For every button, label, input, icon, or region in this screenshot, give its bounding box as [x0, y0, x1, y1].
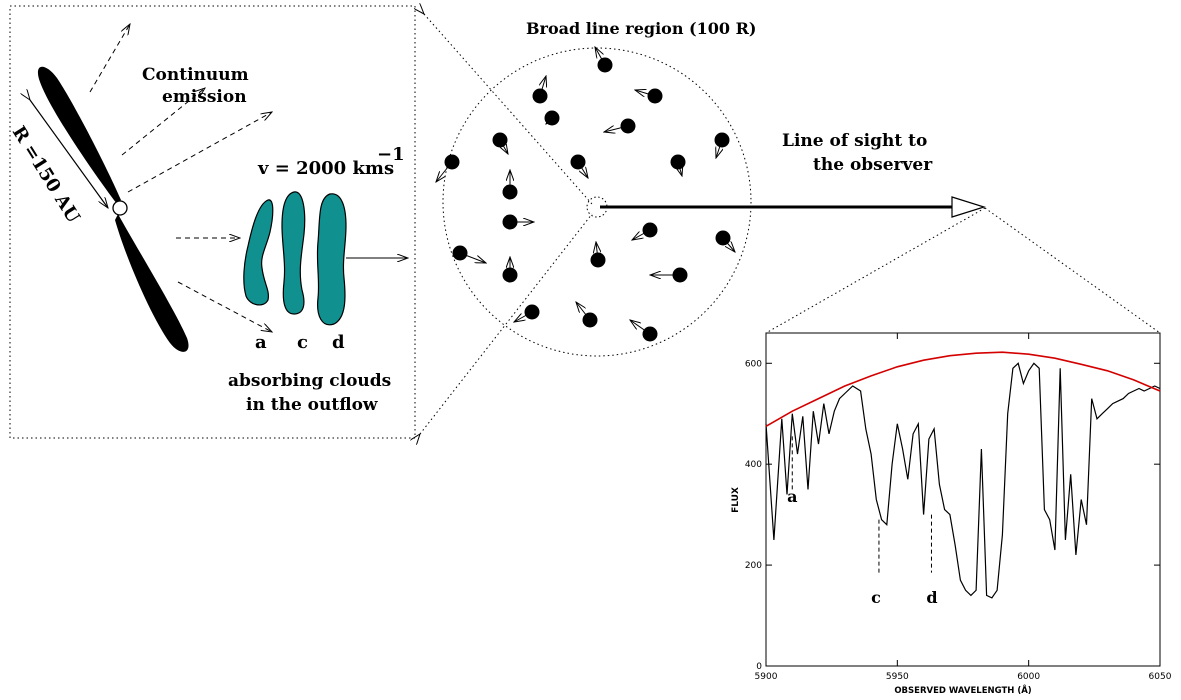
zoom-line-spectrum-right — [984, 207, 1161, 334]
continuum-fit-line — [765, 351, 1161, 427]
y-tick-label: 200 — [745, 561, 762, 571]
absorbing-label-line2: in the outflow — [246, 395, 378, 415]
absorbing-clouds — [243, 191, 347, 326]
x-tick-label: 6050 — [1149, 672, 1172, 682]
chart-axis-ticks: 5900 5950 6000 6050 0 200 400 600 — [745, 333, 1172, 682]
blr-cloud-velocity-arrow — [630, 320, 651, 335]
blr-cloud-velocity-arrow — [716, 139, 722, 158]
disk-lobe-lower — [115, 214, 189, 352]
continuum-label-line2: emission — [162, 87, 247, 107]
blr-cloud-velocity-arrow — [678, 161, 682, 176]
spectrum-chart: 5900 5950 6000 6050 0 200 400 600 a c d OBSERVED … — [731, 332, 1172, 696]
zoom-line-spectrum-left — [765, 207, 986, 334]
continuum-arrow — [127, 112, 272, 193]
y-tick-label: 400 — [745, 460, 762, 470]
zoom-line-bottom — [420, 213, 593, 434]
absorbing-label-line1: absorbing clouds — [228, 371, 391, 391]
blr-cloud-velocity-arrow — [500, 139, 508, 154]
blr-cloud-velocity-arrow — [546, 118, 552, 124]
blr-cloud-velocity-arrow — [576, 302, 591, 321]
outflow-panel-frame — [9, 5, 416, 439]
sight-label-line2: the observer — [813, 155, 933, 175]
velocity-label: v = 2000 kms — [257, 158, 394, 179]
central-source — [112, 200, 128, 216]
velocity-exponent: −1 — [377, 144, 405, 165]
zoom-connectors — [420, 14, 1161, 434]
chart-annotations: a c d — [787, 436, 938, 607]
blr-label: Broad line region (100 R) — [526, 19, 756, 38]
x-axis-label: OBSERVED WAVELENGTH (Å) — [894, 685, 1031, 696]
blr-cloud-velocity-arrow — [722, 237, 735, 252]
continuum-arrow — [89, 24, 130, 93]
blr-cloud-velocity-arrow — [595, 47, 606, 66]
x-tick-label: 5900 — [755, 672, 778, 682]
spectrum-series-line — [765, 362, 1161, 599]
cloud-d — [316, 193, 347, 326]
blr-cloud-velocity-arrow — [596, 242, 598, 261]
absorption-marker-label: c — [871, 588, 881, 607]
cloud-letter-a: a — [255, 332, 267, 353]
zoom-line-top — [424, 14, 593, 205]
blr-boundary — [442, 47, 752, 357]
blr-cloud-velocity-arrow — [604, 126, 629, 132]
blr-cloud-velocity-arrow — [540, 76, 546, 97]
blr-cloud-velocity-arrow — [514, 311, 533, 322]
y-tick-label: 600 — [745, 359, 762, 369]
chart-frame — [765, 332, 1161, 667]
radius-arrow — [30, 100, 108, 208]
line-of-sight-arrowhead — [951, 196, 987, 218]
cloud-a — [243, 199, 274, 306]
blr-cloud-velocity-arrow — [459, 252, 486, 263]
blr-cloud-velocity-arrow — [577, 161, 588, 178]
cloud-letter-c: c — [297, 332, 308, 353]
outflow-panel: R =150 AU Continuum emission v = 2000 km… — [8, 5, 416, 439]
cloud-c — [281, 191, 306, 315]
y-tick-label: 0 — [756, 662, 762, 672]
blr-cloud-velocity-arrow — [436, 161, 453, 182]
x-tick-label: 5950 — [886, 672, 909, 682]
broad-line-region: Broad line region (100 R) — [436, 19, 756, 357]
continuum-label-line1: Continuum — [142, 65, 249, 85]
blr-cloud-group — [436, 47, 735, 342]
y-axis-label: FLUX — [731, 487, 741, 513]
blr-cloud-velocity-arrow — [632, 229, 651, 240]
continuum-arrows — [89, 24, 272, 332]
absorption-marker-label: a — [787, 487, 797, 506]
blr-cloud-velocity-arrow — [635, 90, 656, 96]
absorption-marker-label: d — [926, 588, 937, 607]
x-tick-label: 6000 — [1017, 672, 1040, 682]
line-of-sight: Line of sight to the observer — [600, 131, 987, 218]
sight-label-line1: Line of sight to — [782, 131, 927, 151]
cloud-letter-d: d — [332, 332, 345, 353]
